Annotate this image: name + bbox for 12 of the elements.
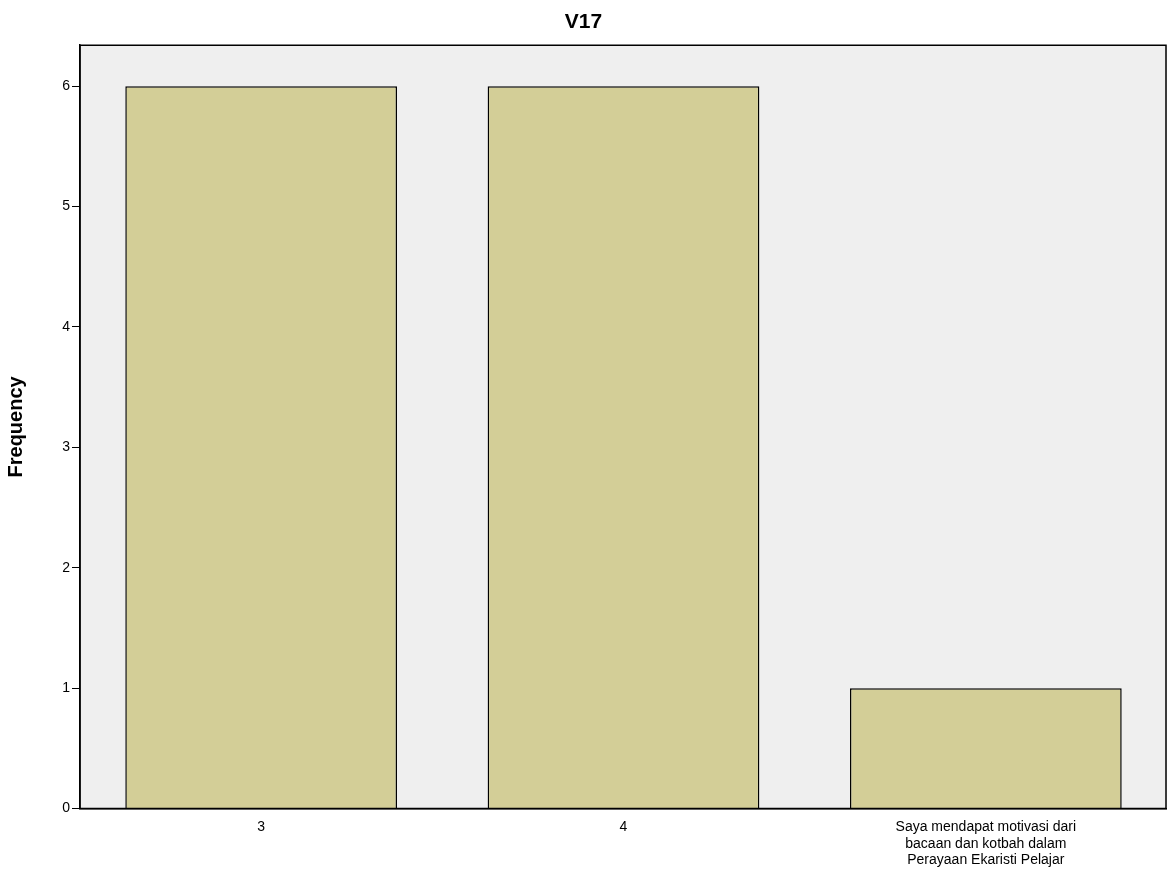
- y-tick-label: 2: [62, 558, 71, 575]
- chart-title: V17: [564, 9, 603, 33]
- x-tick-label: 3: [257, 817, 266, 834]
- y-tick-label: 1: [62, 679, 71, 696]
- y-axis-title: Frequency: [3, 375, 26, 478]
- y-tick-label: 3: [62, 438, 71, 455]
- y-tick-label: 0: [62, 799, 71, 816]
- y-tick-label: 5: [62, 197, 71, 214]
- y-tick-label: 6: [62, 77, 71, 93]
- y-tick-label: 4: [62, 317, 71, 334]
- x-tick-label: 4: [619, 817, 628, 834]
- x-tick-label: Saya mendapat motivasi dari bacaan dan kotbah dalam Perayaan Ekaristi Pelajar: [895, 817, 1077, 868]
